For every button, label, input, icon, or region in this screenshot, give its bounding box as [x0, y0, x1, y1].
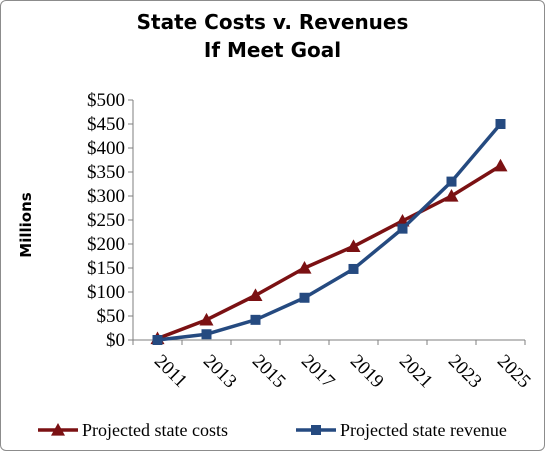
y-tick-label: $500 [87, 90, 125, 111]
legend-label-1: Projected state revenue [340, 420, 507, 440]
chart-title-line-2: If Meet Goal [203, 38, 342, 62]
y-tick-label: $100 [87, 282, 125, 303]
data-point-revenue [446, 176, 457, 187]
data-point-costs [199, 312, 214, 326]
x-tick-label: 2025 [493, 351, 535, 393]
y-tick-label: $50 [97, 306, 126, 327]
legend-label-0: Projected state costs [82, 420, 228, 440]
x-tick-label: 2011 [150, 351, 191, 392]
data-point-revenue [397, 223, 408, 234]
data-point-revenue [152, 335, 163, 345]
chart-title: State Costs v. Revenues If Meet Goal [0, 8, 545, 64]
data-point-costs [297, 261, 312, 274]
x-tick-label: 2021 [395, 351, 437, 393]
chart-title-line-1: State Costs v. Revenues [136, 10, 409, 34]
y-tick-label: $0 [106, 330, 125, 351]
data-point-revenue [250, 314, 261, 325]
legend-marker-triangle [51, 423, 65, 436]
y-tick-label: $300 [87, 186, 125, 207]
x-tick-label: 2015 [248, 351, 290, 393]
data-point-revenue [299, 292, 310, 303]
x-tick-label: 2023 [444, 351, 486, 393]
data-point-costs [444, 189, 459, 202]
y-tick-label: $250 [87, 210, 125, 231]
data-point-revenue [201, 329, 212, 340]
y-tick-label: $450 [87, 114, 125, 135]
data-point-revenue [495, 119, 506, 129]
series-line-1 [157, 122, 502, 342]
data-point-costs [493, 158, 508, 172]
y-tick-label: $350 [87, 162, 125, 183]
x-tick-label: 2019 [346, 351, 388, 393]
data-point-costs [346, 239, 361, 252]
series-line-0 [156, 164, 502, 341]
legend-marker-square [311, 425, 321, 435]
x-tick-label: 2017 [297, 351, 339, 393]
x-tick-label: 2013 [199, 351, 241, 393]
y-tick-label: $200 [87, 234, 125, 255]
data-point-revenue [348, 263, 359, 274]
y-tick-label: $150 [87, 258, 125, 279]
data-point-costs [248, 288, 263, 301]
y-tick-label: $400 [87, 138, 125, 159]
